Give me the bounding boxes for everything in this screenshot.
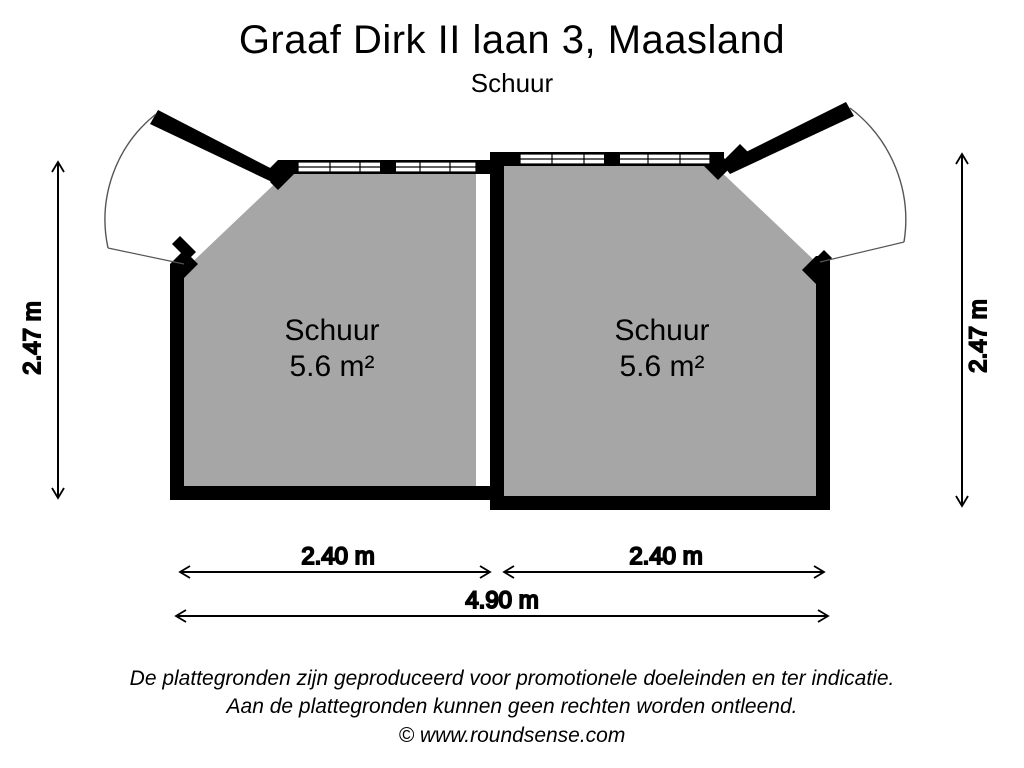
svg-text:Schuur: Schuur bbox=[284, 314, 379, 347]
footer-line-3: © www.roundsense.com bbox=[0, 722, 1024, 750]
windows-left-top bbox=[298, 160, 476, 174]
page-subtitle: Schuur bbox=[0, 68, 1024, 99]
floorplan-page: Graaf Dirk II laan 3, Maasland Schuur bbox=[0, 0, 1024, 768]
dim-right-width: 2.40 m bbox=[629, 543, 702, 570]
svg-text:5.6 m²: 5.6 m² bbox=[289, 350, 374, 383]
dim-total-width: 4.90 m bbox=[465, 587, 538, 614]
floorplan-diagram: Schuur 5.6 m² Schuur 5.6 m² 2.47 m 2.47 … bbox=[0, 100, 1024, 660]
windows-right-top bbox=[520, 152, 710, 166]
page-title: Graaf Dirk II laan 3, Maasland bbox=[0, 18, 1024, 63]
svg-text:5.6 m²: 5.6 m² bbox=[619, 350, 704, 383]
footer-line-1: De plattegronden zijn geproduceerd voor … bbox=[0, 665, 1024, 693]
dim-right-height: 2.47 m bbox=[965, 299, 992, 372]
svg-text:Schuur: Schuur bbox=[614, 314, 709, 347]
dim-left-height: 2.47 m bbox=[19, 301, 46, 374]
footer-line-2: Aan de plattegronden kunnen geen rechten… bbox=[0, 693, 1024, 721]
footer-disclaimer: De plattegronden zijn geproduceerd voor … bbox=[0, 665, 1024, 750]
dim-left-width: 2.40 m bbox=[301, 543, 374, 570]
shared-wall bbox=[476, 152, 504, 510]
